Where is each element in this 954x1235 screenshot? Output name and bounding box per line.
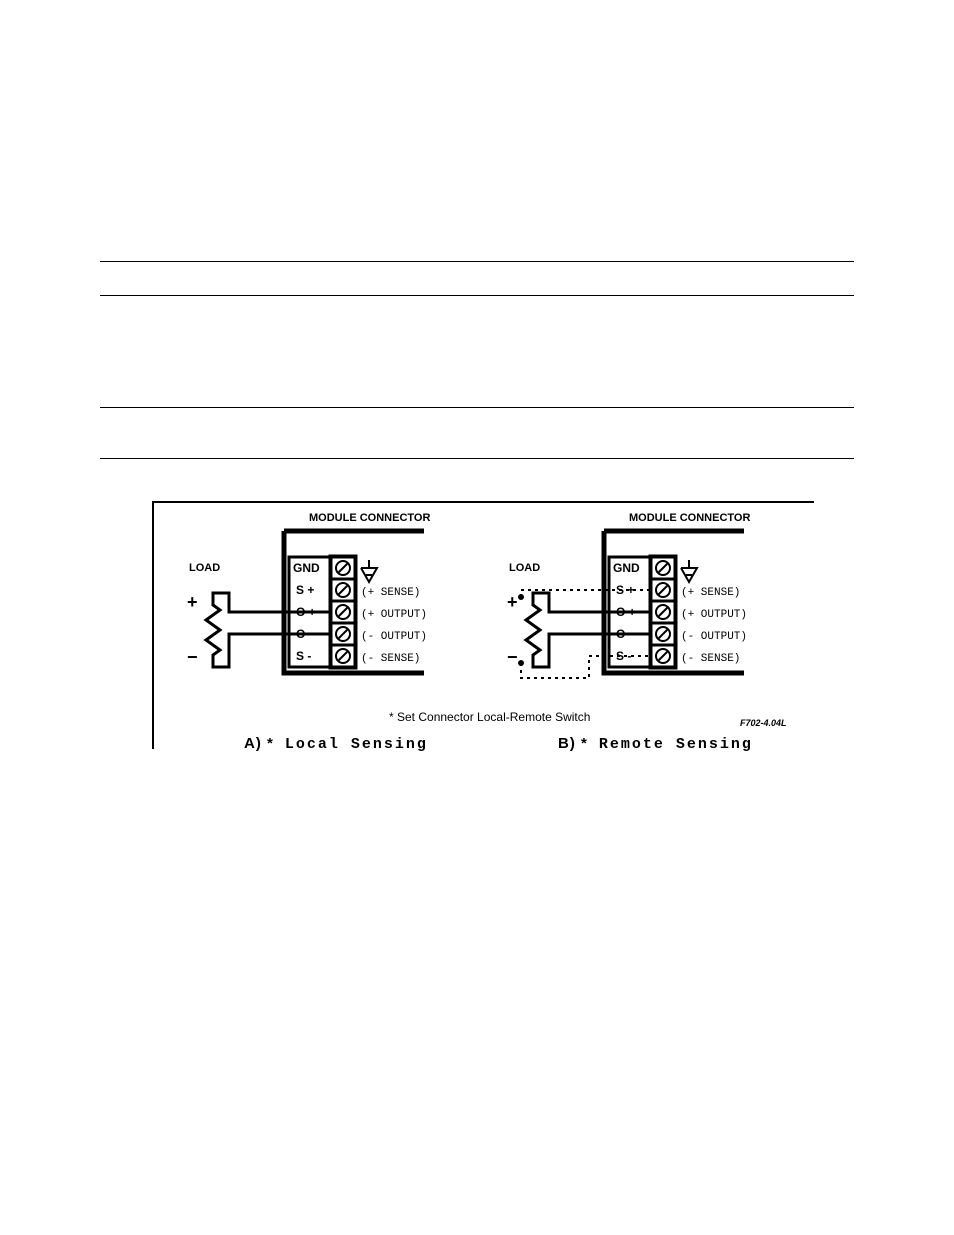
pin-label: S + — [616, 583, 634, 597]
pin-desc: (- OUTPUT) — [361, 631, 427, 643]
caption-left: A) * Local Sensing — [244, 735, 428, 753]
pin-desc: (- SENSE) — [361, 653, 420, 665]
switch-footnote: * Set Connector Local-Remote Switch — [389, 710, 590, 724]
pin-desc: (+ OUTPUT) — [361, 609, 427, 621]
left-load-label: LOAD — [189, 562, 220, 574]
caption-right-prefix: B) * — [558, 735, 588, 752]
caption-left-text: Local Sensing — [285, 736, 428, 753]
figure-reference: F702-4.04L — [740, 718, 787, 728]
rule — [100, 458, 854, 459]
pin-desc: (+ OUTPUT) — [681, 609, 747, 621]
caption-right: B) * Remote Sensing — [558, 735, 753, 753]
left-connector-header: MODULE CONNECTOR — [309, 512, 430, 524]
minus-icon: − — [187, 647, 198, 667]
caption-left-prefix: A) * — [244, 735, 274, 752]
right-load-label: LOAD — [509, 562, 540, 574]
pin-label: S + — [296, 583, 314, 597]
pin-desc: (+ SENSE) — [681, 587, 740, 599]
rule — [100, 261, 854, 262]
pin-label: GND — [293, 561, 320, 575]
pin-desc: (- OUTPUT) — [681, 631, 747, 643]
minus-icon: − — [507, 647, 518, 667]
pin-desc: (- SENSE) — [681, 653, 740, 665]
plus-icon: + — [187, 592, 198, 612]
rule — [100, 407, 854, 408]
pin-desc: (+ SENSE) — [361, 587, 420, 599]
right-connector-header: MODULE CONNECTOR — [629, 512, 750, 524]
rule — [100, 295, 854, 296]
caption-right-text: Remote Sensing — [599, 736, 753, 753]
pin-label: GND — [613, 561, 640, 575]
plus-icon: + — [507, 592, 518, 612]
pin-label: S - — [296, 649, 311, 663]
page: MODULE CONNECTOR GND S + O + O - S - — [0, 0, 954, 1235]
